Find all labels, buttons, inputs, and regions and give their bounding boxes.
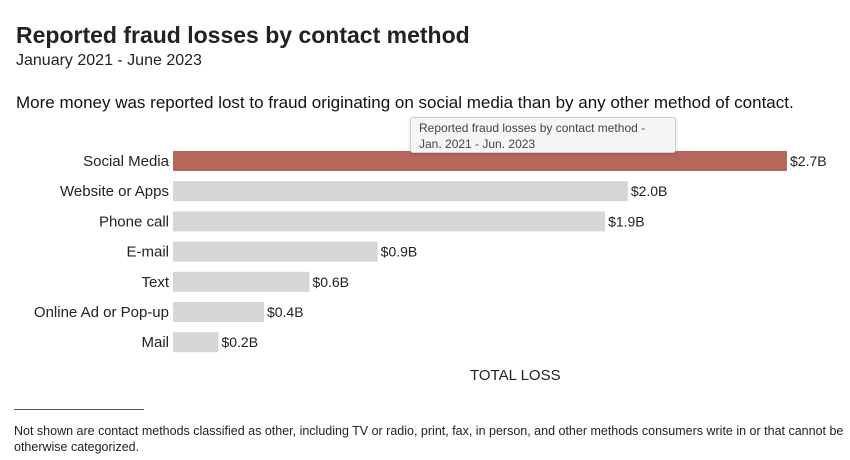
bar-online-ad-or-pop-up[interactable] bbox=[173, 302, 264, 322]
value-label-online-ad-or-pop-up: $0.4B bbox=[267, 304, 304, 320]
value-label-text: $0.6B bbox=[312, 274, 349, 290]
category-label-online-ad-or-pop-up: Online Ad or Pop-up bbox=[34, 304, 169, 321]
category-label-mail: Mail bbox=[141, 334, 169, 351]
value-label-mail: $0.2B bbox=[221, 334, 258, 350]
bar-tooltip: Reported fraud losses by contact method … bbox=[410, 117, 676, 153]
value-label-website-or-apps: $2.0B bbox=[631, 183, 668, 199]
chart-headline: More money was reported lost to fraud or… bbox=[16, 93, 794, 112]
bar-website-or-apps[interactable] bbox=[173, 181, 628, 202]
bar-social-media[interactable] bbox=[173, 151, 787, 171]
bar-e-mail[interactable] bbox=[173, 241, 378, 262]
bar-mail[interactable] bbox=[173, 332, 219, 353]
value-label-social-media: $2.7B bbox=[790, 153, 827, 169]
x-axis-title: TOTAL LOSS bbox=[470, 367, 561, 384]
value-label-e-mail: $0.9B bbox=[381, 244, 418, 260]
footnote: Not shown are contact methods classified… bbox=[14, 424, 844, 454]
category-label-text: Text bbox=[141, 274, 169, 291]
tooltip-line-2: Jan. 2021 - Jun. 2023 bbox=[419, 136, 536, 151]
footnote-divider bbox=[14, 409, 144, 410]
chart-subtitle: January 2021 - June 2023 bbox=[16, 52, 202, 69]
value-label-phone-call: $1.9B bbox=[608, 213, 645, 229]
bar-text[interactable] bbox=[173, 271, 310, 292]
category-label-website-or-apps: Website or Apps bbox=[60, 183, 169, 200]
bar-phone-call[interactable] bbox=[173, 211, 606, 232]
tooltip-line-1: Reported fraud losses by contact method … bbox=[419, 121, 646, 135]
category-label-e-mail: E-mail bbox=[126, 244, 169, 261]
category-label-phone-call: Phone call bbox=[99, 213, 169, 230]
chart-title: Reported fraud losses by contact method bbox=[16, 22, 470, 48]
category-label-social-media: Social Media bbox=[83, 153, 170, 170]
